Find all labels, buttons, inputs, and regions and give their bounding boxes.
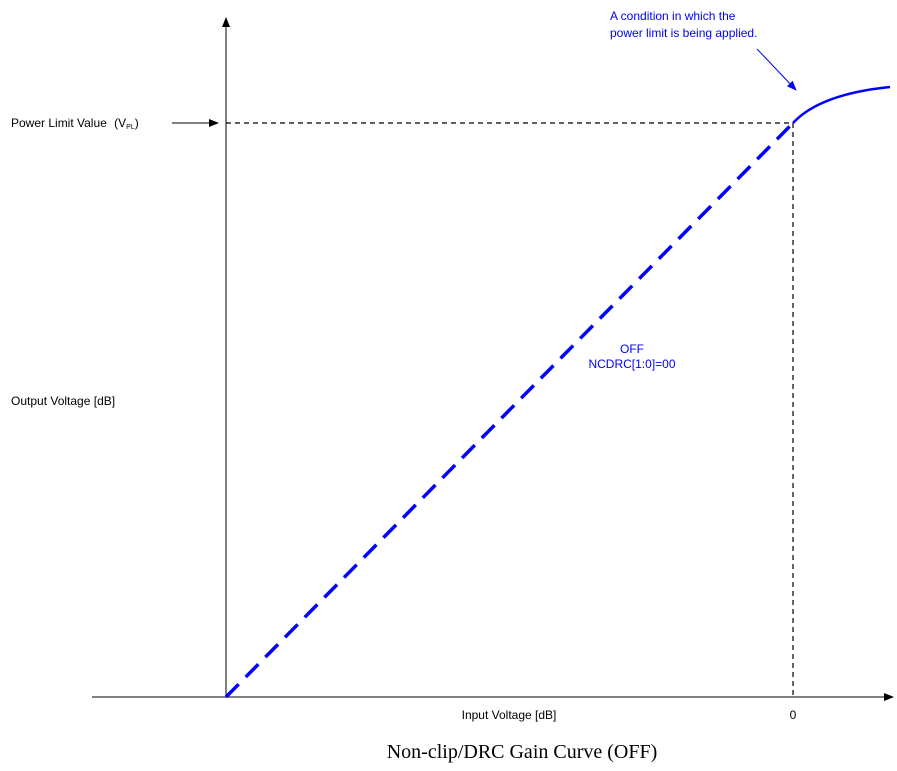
annotation-text-line1: A condition in which the — [610, 9, 736, 23]
power-limit-label: Power Limit Value (VPL) — [11, 116, 139, 131]
gain-curve-linear — [226, 123, 793, 697]
mode-label-off: OFF — [620, 342, 644, 356]
x-axis-label: Input Voltage [dB] — [462, 708, 557, 722]
gain-curve-limited — [793, 87, 890, 123]
annotation-text-line2: power limit is being applied. — [610, 26, 757, 40]
figure-caption: Non-clip/DRC Gain Curve (OFF) — [387, 741, 658, 763]
annotation-arrow — [757, 49, 796, 90]
y-axis-label: Output Voltage [dB] — [11, 394, 115, 408]
mode-label-register: NCDRC[1:0]=00 — [588, 357, 675, 371]
x-zero-tick-label: 0 — [790, 708, 797, 722]
